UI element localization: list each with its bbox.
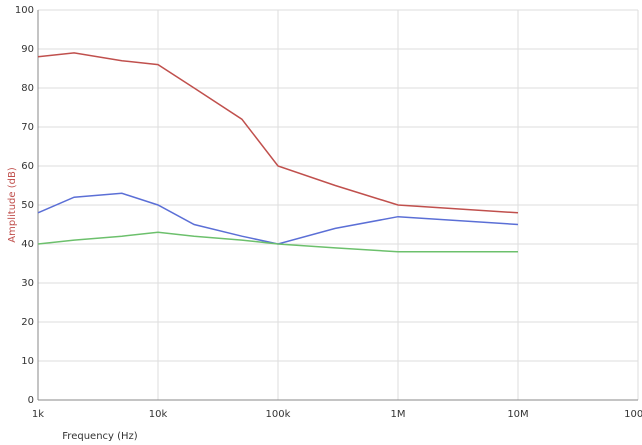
- y-tick-label: 40: [21, 239, 34, 250]
- x-tick-label: 10M: [507, 409, 528, 420]
- x-tick-label: 1M: [391, 409, 406, 420]
- y-tick-label: 60: [21, 161, 34, 172]
- y-tick-label: 100: [15, 5, 34, 16]
- y-tick-label: 0: [28, 395, 34, 406]
- x-tick-label: 100k: [266, 409, 291, 420]
- y-tick-label: 90: [21, 44, 34, 55]
- series-line: [37, 52, 519, 214]
- x-tick-label: 10k: [149, 409, 168, 420]
- y-tick-label: 10: [21, 356, 34, 367]
- y-tick-label: 30: [21, 278, 34, 289]
- series-line: [37, 231, 518, 253]
- x-tick-label: 100M: [624, 409, 642, 420]
- y-tick-label: 20: [21, 317, 34, 328]
- y-tick-label: 50: [21, 200, 34, 211]
- x-tick-label: 1k: [32, 409, 44, 420]
- x-axis-label: Frequency (Hz): [62, 431, 138, 442]
- y-tick-label: 70: [21, 122, 34, 133]
- series-line: [37, 192, 519, 245]
- y-tick-label: 80: [21, 83, 34, 94]
- y-axis-label: Amplitude (dB): [7, 167, 18, 243]
